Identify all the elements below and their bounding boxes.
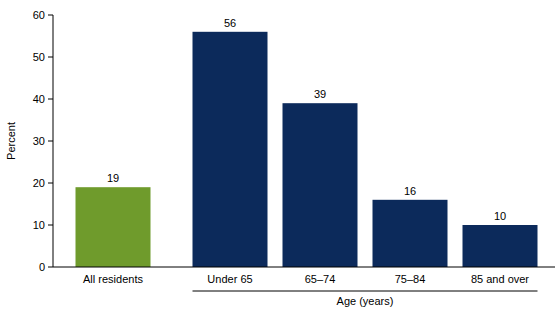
chart: 19 56 39 16 10 0 10 20 30 40 50 60 All residents Unde… (0, 0, 560, 312)
x-tick-label: 65–74 (305, 273, 336, 285)
data-label: 19 (107, 172, 119, 184)
x-tick-label: 75–84 (395, 273, 426, 285)
y-tick-label: 20 (33, 177, 45, 189)
y-tick-label: 60 (33, 9, 45, 21)
x-tick-label: 85 and over (471, 273, 529, 285)
bar (463, 225, 538, 267)
y-tick-label: 40 (33, 93, 45, 105)
data-label: 10 (494, 210, 506, 222)
x-tick-label: All residents (83, 273, 143, 285)
y-tick (48, 225, 53, 226)
x-tick-label: Under 65 (207, 273, 252, 285)
data-label: 56 (224, 17, 236, 29)
bar (76, 187, 151, 267)
y-tick-label: 0 (39, 261, 45, 273)
y-tick (48, 99, 53, 100)
bar (283, 103, 358, 267)
y-tick-label: 50 (33, 51, 45, 63)
bars (76, 32, 538, 267)
chart-container: 19 56 39 16 10 0 10 20 30 40 50 60 All residents Unde… (0, 0, 560, 312)
group-bracket (193, 291, 538, 292)
y-tick (48, 15, 53, 16)
data-label: 16 (404, 185, 416, 197)
y-tick (48, 141, 53, 142)
y-tick-label: 10 (33, 219, 45, 231)
x-axis-label: Age (years) (337, 295, 394, 307)
y-tick (48, 57, 53, 58)
y-tick (48, 267, 53, 268)
bar (373, 200, 448, 267)
y-tick (48, 183, 53, 184)
data-label: 39 (314, 88, 326, 100)
x-axis (53, 267, 555, 268)
y-tick-label: 30 (33, 135, 45, 147)
bar (193, 32, 268, 267)
y-axis-label: Percent (5, 122, 17, 160)
